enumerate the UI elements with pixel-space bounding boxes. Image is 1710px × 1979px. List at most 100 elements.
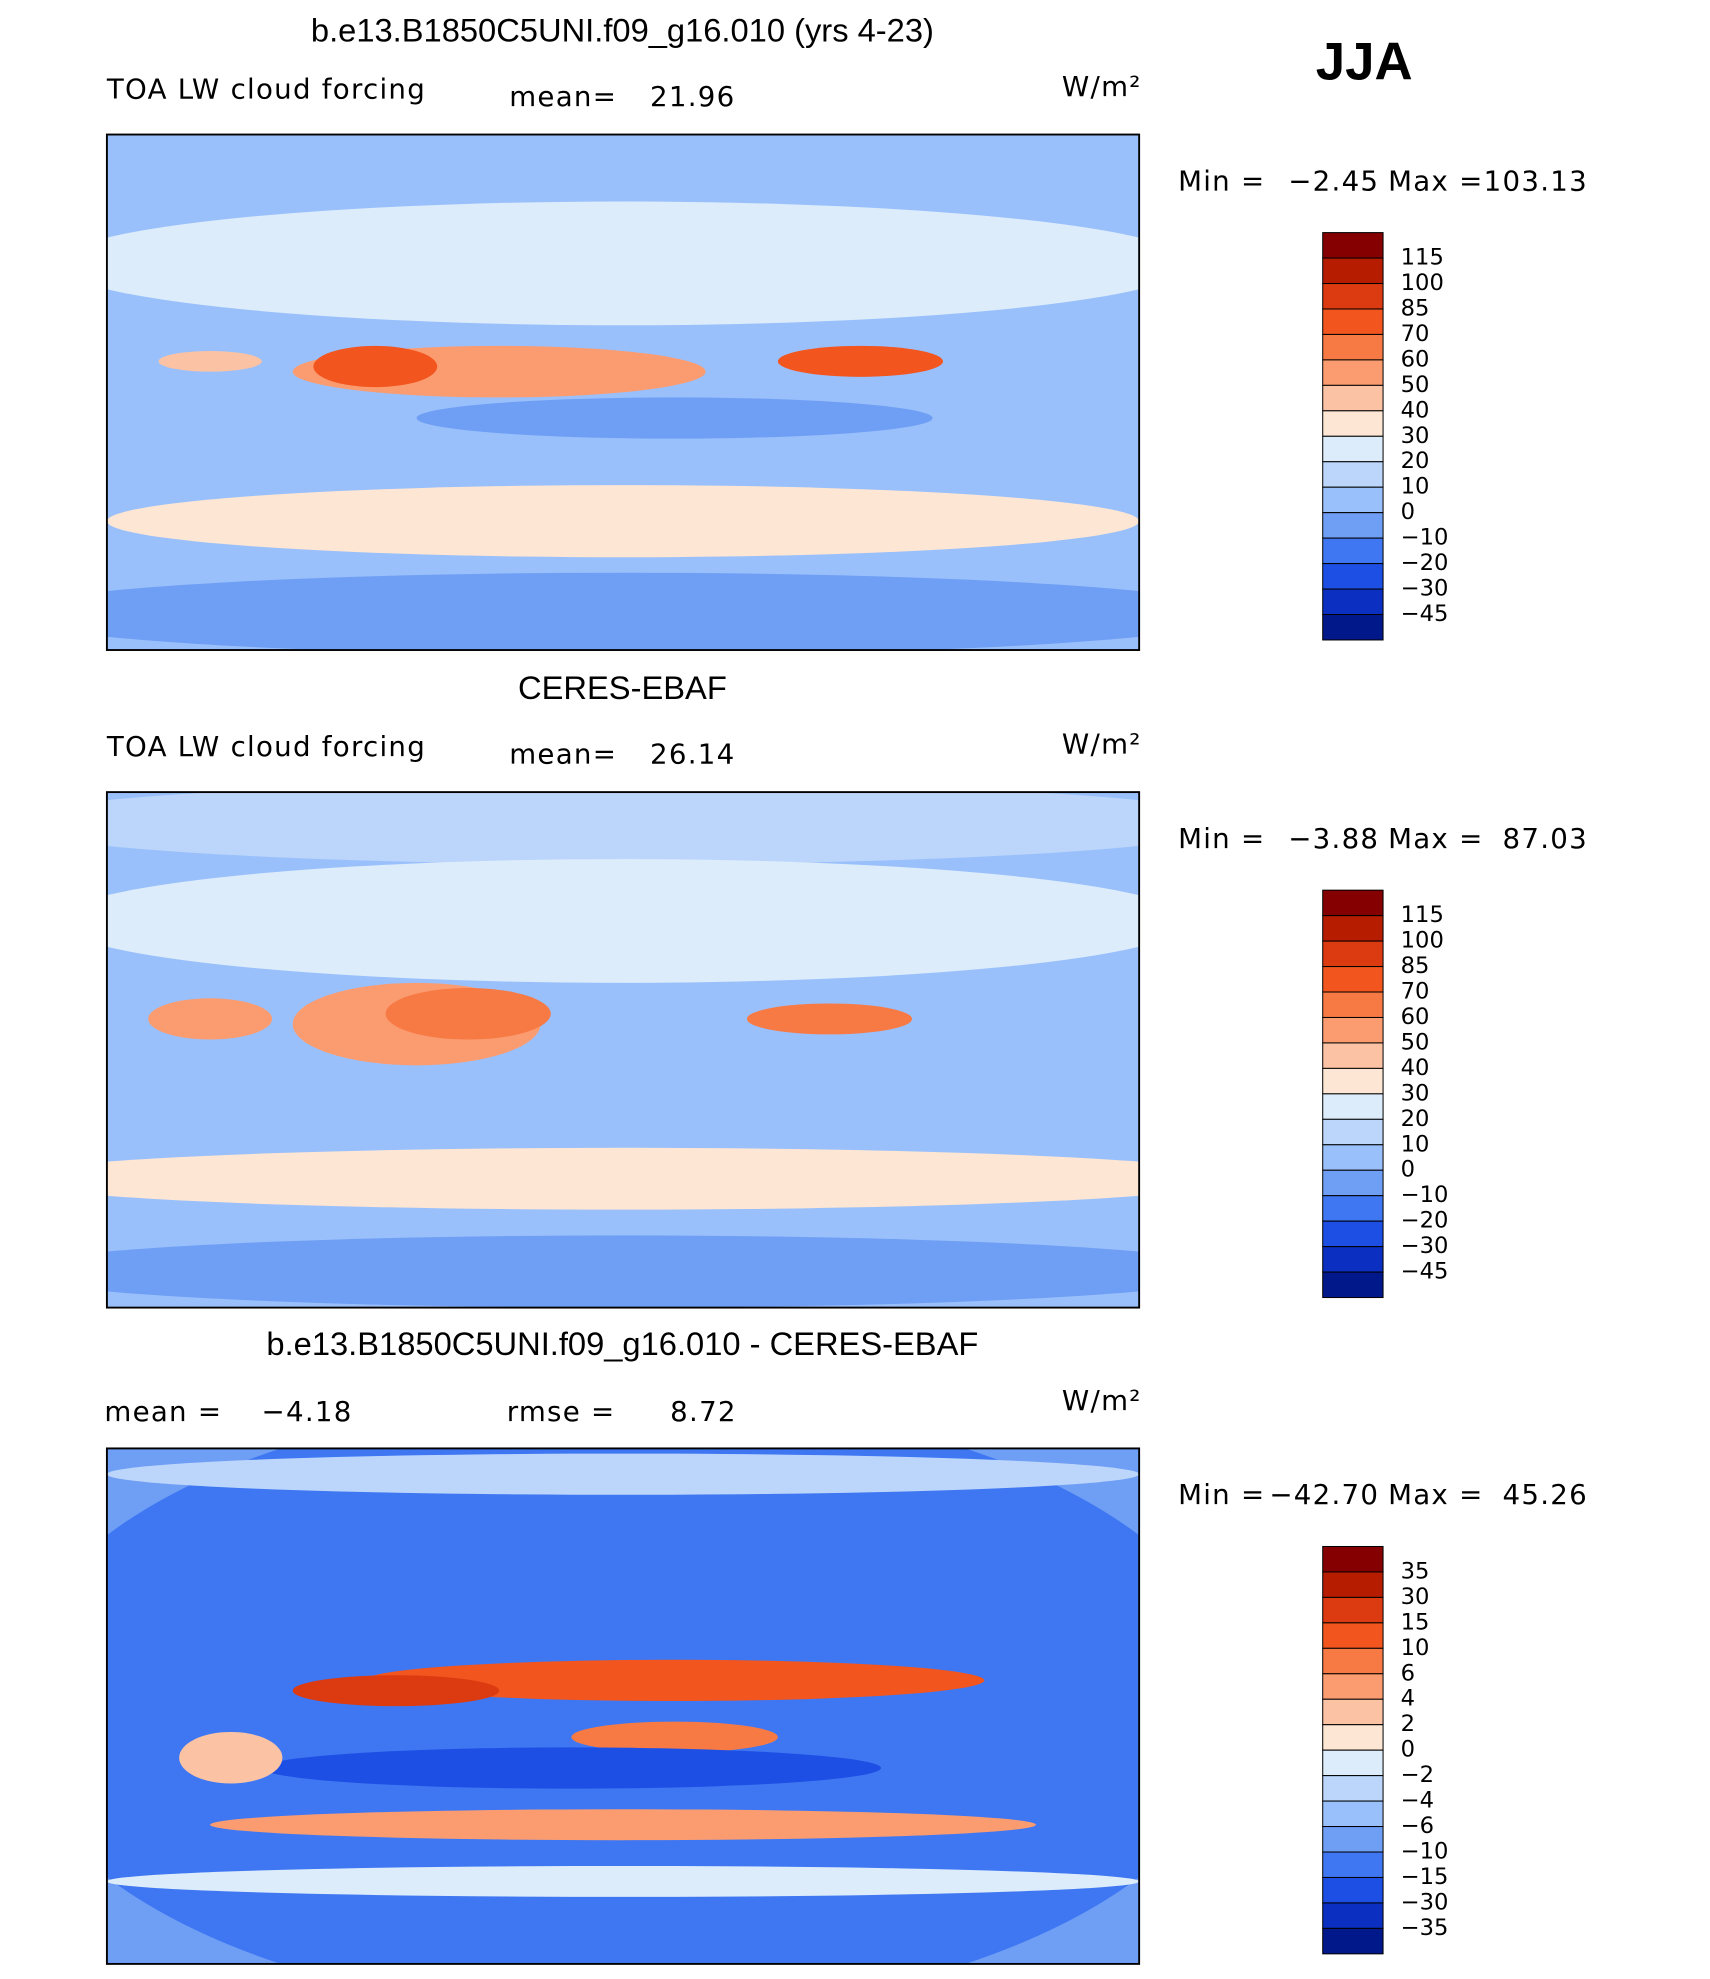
colorbar-label: −45 [1401, 1259, 1449, 1285]
field-blob [106, 1865, 1140, 1897]
colorbar-box [1322, 384, 1384, 412]
colorbar-label: 15 [1401, 1609, 1430, 1635]
colorbar-label: −30 [1401, 576, 1449, 602]
colorbar-label: 85 [1401, 295, 1430, 321]
stat-label: mean= [509, 738, 617, 771]
field-blob [261, 1747, 882, 1789]
colorbar-label: −20 [1401, 550, 1449, 576]
field-blob [106, 1453, 1140, 1495]
colorbar-box [1322, 308, 1384, 335]
colorbar-label: 4 [1401, 1686, 1415, 1712]
colorbar-box [1322, 966, 1384, 993]
colorbar-box [1322, 359, 1384, 386]
colorbar-label: 10 [1401, 474, 1430, 500]
colorbar-label: −10 [1401, 1182, 1449, 1208]
colorbar-box [1322, 333, 1384, 361]
colorbar-box [1322, 1876, 1384, 1904]
panel-title: CERES-EBAF [518, 669, 727, 706]
colorbar-box [1322, 486, 1384, 514]
stat-label: rmse = [507, 1395, 616, 1428]
colorbar-box [1322, 1851, 1384, 1878]
colorbar-label: 6 [1401, 1660, 1415, 1686]
colorbar-label: 50 [1401, 1029, 1430, 1055]
max-label: Max = [1388, 1478, 1483, 1511]
units: W/m² [1062, 1384, 1142, 1417]
field-blob [106, 485, 1140, 558]
map-frame [105, 1447, 1141, 1965]
colorbar-box [1322, 1545, 1384, 1573]
colorbar-label: 2 [1401, 1711, 1415, 1737]
colorbar-label: −35 [1401, 1915, 1449, 1941]
colorbar-label: 115 [1401, 902, 1444, 928]
colorbar-box [1322, 537, 1384, 565]
colorbar-label: 100 [1401, 928, 1444, 954]
colorbar-box [1322, 1902, 1384, 1929]
field-blob [106, 1147, 1140, 1210]
map-field [106, 134, 1140, 651]
colorbar-box [1322, 1220, 1384, 1248]
field-blob [106, 134, 1140, 207]
colorbar-label: −20 [1401, 1208, 1449, 1234]
colorbar-box [1322, 1195, 1384, 1222]
colorbar-box [1322, 435, 1384, 463]
colorbar-label: 40 [1401, 397, 1430, 423]
min-value: −2.45 [1288, 164, 1379, 197]
colorbar-box [1322, 1093, 1384, 1120]
max-value: 45.26 [1503, 1478, 1588, 1511]
colorbar-box [1322, 410, 1384, 437]
field-blob [106, 859, 1140, 983]
colorbar-box [1322, 1144, 1384, 1171]
colorbar-box [1322, 614, 1384, 641]
colorbar-label: −6 [1401, 1813, 1434, 1839]
field-blob [313, 345, 438, 388]
colorbar-box [1322, 1118, 1384, 1146]
field-blob [106, 792, 1140, 865]
colorbar-box [1322, 512, 1384, 539]
colorbar-box [1322, 283, 1384, 310]
field-blob [210, 1809, 1036, 1841]
field-blob [777, 345, 944, 377]
max-label: Max = [1388, 822, 1483, 855]
colorbar-label: 0 [1401, 499, 1415, 525]
colorbar-box [1322, 1927, 1384, 1955]
panel-subtitle: TOA LW cloud forcing [106, 730, 426, 763]
map-frame [105, 791, 1141, 1309]
field-blob [571, 1721, 778, 1753]
colorbar-label: −30 [1401, 1233, 1449, 1259]
colorbar-label: 20 [1401, 1106, 1430, 1132]
stat-value: 26.14 [650, 738, 735, 771]
panel-subtitle: TOA LW cloud forcing [106, 73, 426, 106]
colorbar-box [1322, 1775, 1384, 1802]
map-frame [105, 133, 1141, 651]
colorbar-box [1322, 1596, 1384, 1624]
colorbar-label: 70 [1401, 321, 1430, 347]
colorbar-box [1322, 1647, 1384, 1675]
colorbar-box [1322, 1800, 1384, 1828]
min-value: −3.88 [1288, 822, 1379, 855]
colorbar-label: 115 [1401, 245, 1444, 271]
field-blob [746, 1003, 913, 1035]
colorbar-label: 60 [1401, 1004, 1430, 1030]
colorbar-box [1322, 1016, 1384, 1044]
colorbar-label: −2 [1401, 1762, 1434, 1788]
colorbar-label: 0 [1401, 1737, 1415, 1763]
field-blob [148, 998, 273, 1040]
colorbar-box [1322, 232, 1384, 259]
colorbar-box [1322, 991, 1384, 1018]
colorbar-label: 20 [1401, 448, 1430, 474]
min-label: Min = [1178, 164, 1265, 197]
colorbar-label: −10 [1401, 525, 1449, 551]
colorbar-label: −4 [1401, 1788, 1434, 1814]
field-blob [106, 201, 1140, 326]
colorbar-label: 100 [1401, 270, 1444, 296]
colorbar-box [1322, 1622, 1384, 1649]
map-field [106, 792, 1140, 1308]
field-blob [158, 351, 262, 372]
colorbar-box [1322, 257, 1384, 285]
colorbar-label: 10 [1401, 1635, 1430, 1661]
colorbar-box [1322, 588, 1384, 616]
min-value: −42.70 [1269, 1478, 1379, 1511]
stat-value: 21.96 [650, 80, 735, 113]
colorbar-label: 70 [1401, 979, 1430, 1005]
